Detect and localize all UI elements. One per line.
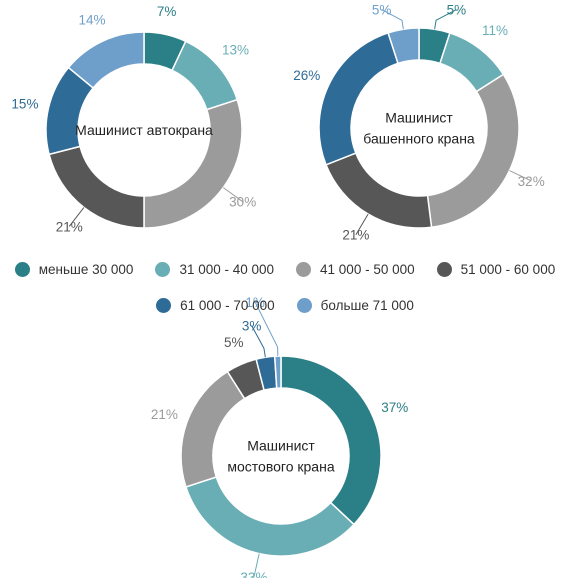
donut-2-title-line-2: башенного крана (363, 131, 475, 147)
legend-swatch-61-70 (156, 298, 172, 313)
donut-1-label-gt71: 14% (79, 13, 106, 28)
donut-1-label-r31_40: 13% (222, 42, 249, 57)
donut-1-leader-r51_60 (68, 207, 85, 227)
legend-item-51-60: 51 000 - 60 000 (436, 262, 556, 277)
donut-2-title-line-1: Машинист (385, 110, 453, 126)
legend-item-gt71: больше 71 000 (296, 298, 414, 313)
legend-swatch-31-40 (155, 262, 171, 277)
donut-3-leader-r61_70 (251, 325, 266, 358)
donut-2-label-r31_40: 11% (482, 23, 508, 38)
donut-2-label-r51_60: 21% (342, 228, 369, 243)
legend-item-31-40: 31 000 - 40 000 (155, 262, 274, 277)
donut-1-label-r41_50: 30% (229, 195, 256, 210)
donut-2-slice-gt71 (387, 27, 420, 65)
legend-label-lt30: меньше 30 000 (38, 262, 134, 277)
donut-3-label-r41_50: 21% (151, 407, 178, 422)
donut-2-slice-r41_50 (426, 73, 520, 229)
legend-swatch-51-60 (436, 262, 452, 277)
legend-swatch-lt30 (14, 262, 30, 277)
legend-label-51-60: 51 000 - 60 000 (460, 262, 556, 277)
legend-item-lt30: меньше 30 000 (14, 262, 134, 277)
donut-2-label-r61_70: 26% (293, 68, 320, 83)
donut-2-leader-gt71 (381, 9, 404, 30)
legend-label-gt71: больше 71 000 (320, 298, 414, 313)
donut-3-slice-gt71 (273, 355, 282, 389)
legend-row-1: меньше 30 000 31 000 - 40 000 41 000 - 5… (0, 262, 570, 277)
donut-1-label-r61_70: 15% (11, 96, 38, 111)
legend-label-31-40: 31 000 - 40 000 (179, 262, 275, 277)
legend-item-41-50: 41 000 - 50 000 (296, 262, 415, 277)
donut-3-slice-r31_40 (184, 476, 355, 557)
donut-3-title-line-1: Машинист (247, 438, 315, 454)
donut-1-slice-r51_60 (48, 145, 145, 229)
legend-swatch-41-50 (296, 262, 312, 277)
donut-1-title-line-1: Машинист автокрана (75, 122, 213, 138)
legend-item-61-70: 61 000 - 70 000 (156, 298, 275, 313)
donut-1-leader-r41_50 (222, 187, 243, 203)
donut-2-leader-lt30 (434, 9, 457, 30)
donut-1-label-r51_60: 21% (56, 219, 83, 234)
donut-3-leader-gt71 (254, 301, 279, 357)
donut-2-slice-r51_60 (325, 152, 433, 229)
donut-3-label-lt30: 37% (381, 400, 408, 415)
donut-3-leader-r31_40 (253, 553, 260, 578)
donut-3-label-r61_70: 3% (242, 319, 262, 334)
donut-2-label-r41_50: 32% (518, 174, 545, 189)
legend-label-41-50: 41 000 - 50 000 (320, 262, 415, 277)
donut-2-leader-r51_60 (355, 213, 369, 235)
donut-3-label-gt71: 1% (245, 295, 265, 310)
donut-1-slice-r41_50 (143, 98, 243, 229)
legend-row-2: 61 000 - 70 000 больше 71 000 (0, 298, 570, 313)
donut-3-label-r51_60: 5% (224, 335, 244, 350)
legend-swatch-gt71 (296, 298, 312, 313)
donut-1-slice-gt71 (67, 31, 145, 89)
donut-3-title-line-2: мостового крана (227, 459, 334, 475)
donut-2-leader-r41_50 (509, 170, 532, 182)
donut-2-label-gt71: 5% (372, 3, 392, 18)
donut-2-label-lt30: 5% (447, 3, 467, 18)
donut-3-label-r31_40: 33% (240, 570, 267, 578)
legend-label-61-70: 61 000 - 70 000 (180, 298, 275, 313)
donut-1-label-lt30: 7% (157, 4, 177, 19)
